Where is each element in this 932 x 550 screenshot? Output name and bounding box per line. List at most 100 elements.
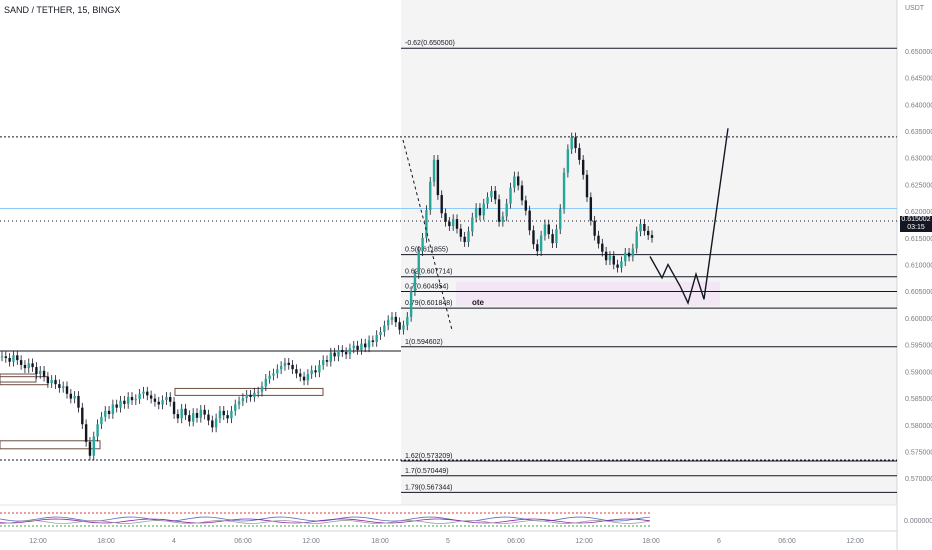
candle-body (146, 391, 149, 396)
fib-level-label: 0.79(0.601848) (405, 300, 452, 307)
y-axis-tick-label: 0.575000 (905, 449, 932, 456)
candle-body (394, 316, 398, 323)
candle-body (191, 413, 195, 422)
candle-body (272, 373, 275, 376)
fib-level-label: 1.62(0.573209) (405, 453, 452, 460)
y-axis-tick-label: 0.630000 (905, 156, 932, 163)
fib-level-label: -0.62(0.650500) (405, 40, 455, 47)
candle-body (432, 159, 436, 182)
candle-body (142, 391, 145, 394)
x-axis-tick-label: 4 (172, 538, 176, 545)
candle-body (413, 274, 417, 292)
candle-body (555, 229, 558, 244)
x-axis-tick-label: 06:00 (234, 538, 252, 545)
candle-body (195, 413, 199, 418)
candle-body (153, 398, 157, 402)
candle-body (19, 360, 23, 365)
candle-body (69, 393, 73, 399)
candle-body (551, 234, 554, 244)
candle-body (612, 255, 615, 265)
candle-body (528, 210, 531, 231)
candle-body (276, 369, 279, 374)
candle-body (589, 197, 593, 221)
oscillator-line (0, 520, 651, 524)
last-price-value: 0.615002 (901, 216, 931, 223)
candle-body (268, 375, 271, 379)
candle-body (631, 248, 635, 257)
candle-body (123, 400, 126, 404)
candle-body (35, 367, 38, 375)
candle-body (333, 352, 336, 357)
candle-body (608, 255, 612, 261)
candle-body (299, 373, 302, 377)
x-axis-tick-label: 12:00 (846, 538, 864, 545)
candle-body (417, 251, 420, 275)
oscillator-pane: 0.000000 (0, 512, 932, 527)
candle-body (448, 221, 451, 227)
y-axis-tick-label: 0.640000 (905, 102, 932, 109)
candle-body (543, 224, 547, 236)
last-price-tag: 0.615002 03:15 (900, 216, 932, 232)
candle-body (482, 203, 485, 216)
ote-zone (456, 281, 720, 307)
candle-body (463, 236, 466, 243)
candle-body (119, 400, 122, 408)
candle-body (46, 376, 50, 384)
candle-body (425, 210, 428, 238)
support-box (0, 376, 49, 386)
fib-backdrop (401, 0, 897, 505)
candle-body (16, 355, 19, 361)
candle-body (337, 349, 340, 357)
candle-body (169, 396, 172, 402)
candle-body (291, 364, 294, 370)
candle-body (245, 394, 248, 399)
candle-body (54, 379, 57, 385)
candle-body (4, 356, 8, 358)
candle-body (115, 404, 118, 408)
projection-path (649, 128, 729, 305)
candle-body (360, 343, 363, 350)
x-axis-tick-label: 12:00 (302, 538, 320, 545)
y-axis-tick-label: 0.625000 (905, 182, 932, 189)
candle-body (402, 325, 405, 330)
candle-body (230, 410, 233, 419)
candle-body (149, 395, 153, 399)
candle-body (497, 199, 501, 222)
axes: 0.650000 0.645000 0.640000 0.635000 0.630000… (29, 49, 932, 545)
candle-body (562, 172, 566, 209)
candle-body (256, 391, 260, 393)
candle-body (283, 362, 287, 367)
candle-body (226, 415, 229, 419)
candle-body (524, 200, 528, 211)
x-axis-tick-label: 5 (446, 538, 450, 545)
candle-body (104, 410, 107, 417)
candle-body (520, 185, 524, 201)
candle-body (601, 243, 604, 252)
candle-body (180, 408, 183, 419)
x-axis-tick-label: 18:00 (97, 538, 115, 545)
ote-label: ote (472, 298, 485, 307)
candle-body (214, 418, 218, 428)
resistance-box (174, 387, 324, 396)
candle-body (559, 208, 562, 230)
candle-body (398, 322, 401, 330)
candle-body (161, 400, 164, 405)
candle-body (386, 320, 390, 326)
candle-body (352, 345, 355, 349)
support-box (0, 373, 37, 383)
candle-body (486, 197, 489, 204)
candle-body (100, 416, 103, 425)
candle-body (134, 399, 138, 401)
y-axis-tick-label: 0.570000 (905, 476, 932, 483)
x-axis-tick-label: 06:00 (507, 538, 525, 545)
candle-body (371, 340, 375, 342)
candle-body (578, 148, 581, 160)
candle-body (287, 362, 290, 365)
candle-body (58, 384, 61, 388)
candle-body (218, 410, 222, 419)
candle-body (302, 376, 306, 381)
chart-background (0, 0, 898, 550)
candle-body (107, 410, 111, 415)
candle-body (478, 207, 482, 216)
